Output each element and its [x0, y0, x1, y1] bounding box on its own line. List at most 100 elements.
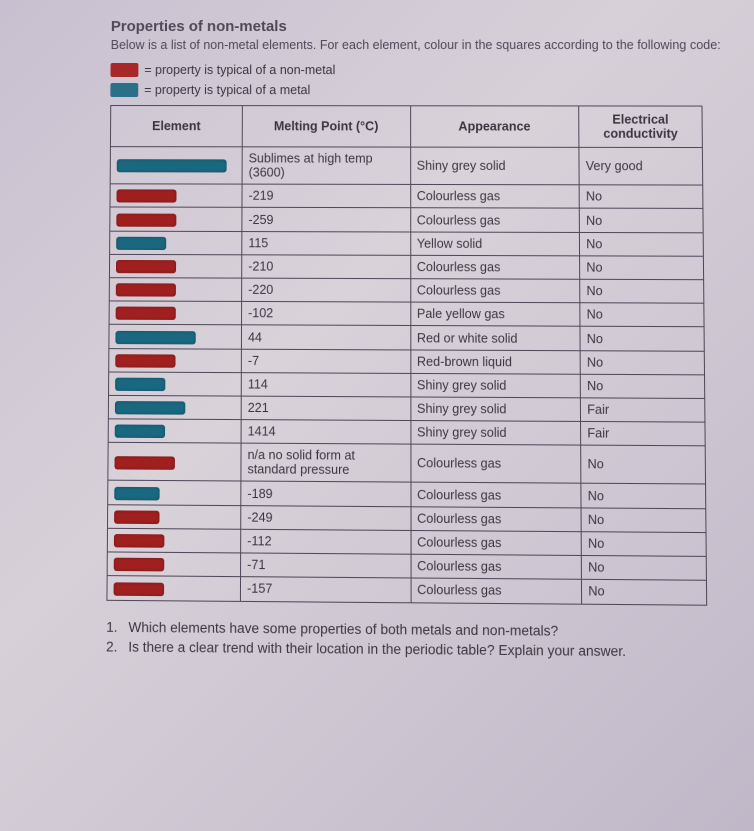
cell-appearance: Yellow solid — [410, 232, 579, 256]
cell-conductivity: No — [580, 256, 704, 280]
cell-conductivity: No — [580, 279, 704, 303]
cell-conductivity: Very good — [579, 148, 703, 186]
col-header-appearance: Appearance — [410, 106, 579, 148]
cell-appearance: Red or white solid — [410, 326, 580, 350]
cell-appearance: Colourless gas — [410, 185, 579, 209]
cell-melting-point: -210 — [242, 255, 411, 279]
cell-appearance: Shiny grey solid — [410, 421, 580, 446]
question-2: 2. Is there a clear trend with their loc… — [106, 637, 735, 663]
cell-conductivity: No — [581, 484, 706, 509]
cell-melting-point: 1414 — [241, 420, 410, 445]
cell-conductivity: No — [580, 327, 704, 351]
cell-conductivity: No — [580, 232, 704, 256]
cell-conductivity: Fair — [581, 422, 706, 447]
q2-number: 2. — [106, 637, 128, 657]
cell-element — [109, 372, 242, 396]
cell-appearance: Shiny grey solid — [410, 373, 580, 398]
col-header-conductivity: Electrical conductivity — [579, 106, 703, 148]
cell-conductivity: No — [579, 209, 703, 233]
cell-conductivity: Fair — [581, 398, 705, 422]
page-subtitle: Below is a list of non-metal elements. F… — [111, 37, 729, 53]
table-row: -102Pale yellow gasNo — [109, 301, 704, 327]
cell-element — [109, 278, 241, 302]
table-row: Sublimes at high temp (3600)Shiny grey s… — [110, 147, 703, 185]
element-highlight-red-icon — [114, 582, 165, 596]
cell-appearance: Colourless gas — [410, 483, 581, 508]
properties-table: Element Melting Point (°C) Appearance El… — [106, 105, 707, 605]
table-row: 114Shiny grey solidNo — [109, 372, 705, 399]
q1-number: 1. — [106, 617, 128, 637]
cell-conductivity: No — [582, 580, 707, 605]
cell-conductivity: No — [581, 532, 706, 557]
cell-melting-point: -102 — [241, 302, 410, 326]
cell-appearance: Red-brown liquid — [410, 350, 580, 375]
cell-appearance: Shiny grey solid — [410, 147, 579, 185]
cell-melting-point: n/a no solid form at standard pressure — [241, 444, 411, 483]
element-highlight-blue-icon — [116, 237, 166, 250]
element-highlight-red-icon — [116, 190, 176, 203]
legend-red: = property is typical of a non-metal — [110, 63, 728, 77]
element-highlight-red-icon — [114, 456, 174, 470]
element-highlight-blue-icon — [115, 331, 195, 345]
cell-element — [110, 147, 242, 184]
element-highlight-red-icon — [116, 284, 176, 297]
cell-conductivity: No — [579, 185, 703, 209]
cell-melting-point: -219 — [242, 184, 410, 208]
element-highlight-blue-icon — [114, 487, 159, 501]
table-row: 44Red or white solidNo — [109, 325, 704, 351]
cell-element — [107, 552, 240, 577]
cell-element — [110, 184, 242, 208]
table-row: 221Shiny grey solidFair — [108, 395, 705, 422]
element-highlight-blue-icon — [115, 378, 165, 391]
cell-appearance: Pale yellow gas — [410, 302, 580, 326]
cell-conductivity: No — [581, 446, 706, 485]
cell-melting-point: -220 — [242, 278, 411, 302]
table-row: -259Colourless gasNo — [110, 207, 703, 232]
cell-appearance: Colourless gas — [410, 279, 580, 303]
table-row: -157Colourless gasNo — [107, 576, 707, 605]
legend-red-label: = property is typical of a non-metal — [144, 63, 335, 77]
col-header-mp: Melting Point (°C) — [242, 106, 410, 147]
element-highlight-red-icon — [115, 354, 175, 368]
table-row: 115Yellow solidNo — [110, 231, 704, 256]
cell-melting-point: 221 — [241, 396, 410, 421]
cell-appearance: Colourless gas — [410, 208, 579, 232]
cell-melting-point: 114 — [241, 373, 410, 398]
cell-melting-point: Sublimes at high temp (3600) — [242, 147, 410, 185]
element-highlight-red-icon — [116, 213, 176, 226]
table-row: 1414Shiny grey solidFair — [108, 419, 705, 446]
cell-element — [108, 419, 241, 443]
cell-melting-point: -157 — [240, 577, 410, 602]
worksheet-page: Properties of non-metals Below is a list… — [0, 0, 754, 684]
table-row: -220Colourless gasNo — [109, 278, 704, 304]
cell-element — [109, 254, 241, 278]
q2-text: Is there a clear trend with their locati… — [128, 637, 626, 662]
element-highlight-red-icon — [114, 558, 165, 572]
page-title: Properties of non-metals — [111, 18, 728, 35]
questions-block: 1. Which elements have some properties o… — [106, 617, 735, 663]
cell-appearance: Shiny grey solid — [410, 397, 580, 422]
cell-element — [109, 348, 242, 372]
cell-element — [108, 395, 241, 419]
cell-melting-point: -249 — [241, 505, 411, 530]
cell-melting-point: -189 — [241, 482, 411, 507]
cell-appearance: Colourless gas — [411, 506, 582, 531]
cell-element — [107, 504, 240, 529]
cell-element — [110, 207, 242, 231]
cell-melting-point: -259 — [242, 208, 410, 232]
cell-appearance: Colourless gas — [411, 530, 582, 555]
cell-melting-point: -7 — [241, 349, 410, 373]
cell-appearance: Colourless gas — [411, 554, 582, 579]
element-highlight-blue-icon — [115, 401, 185, 415]
table-row: n/a no solid form at standard pressureCo… — [108, 443, 706, 485]
element-highlight-red-icon — [116, 307, 176, 320]
cell-element — [109, 325, 242, 349]
cell-melting-point: -71 — [240, 553, 410, 578]
table-body: Sublimes at high temp (3600)Shiny grey s… — [107, 147, 707, 605]
table-row: -210Colourless gasNo — [109, 254, 703, 280]
cell-appearance: Colourless gas — [410, 255, 580, 279]
cell-conductivity: No — [580, 374, 704, 398]
col-header-element: Element — [110, 106, 242, 147]
table-row: -219Colourless gasNo — [110, 184, 703, 209]
table-row: -7Red-brown liquidNo — [109, 348, 705, 374]
